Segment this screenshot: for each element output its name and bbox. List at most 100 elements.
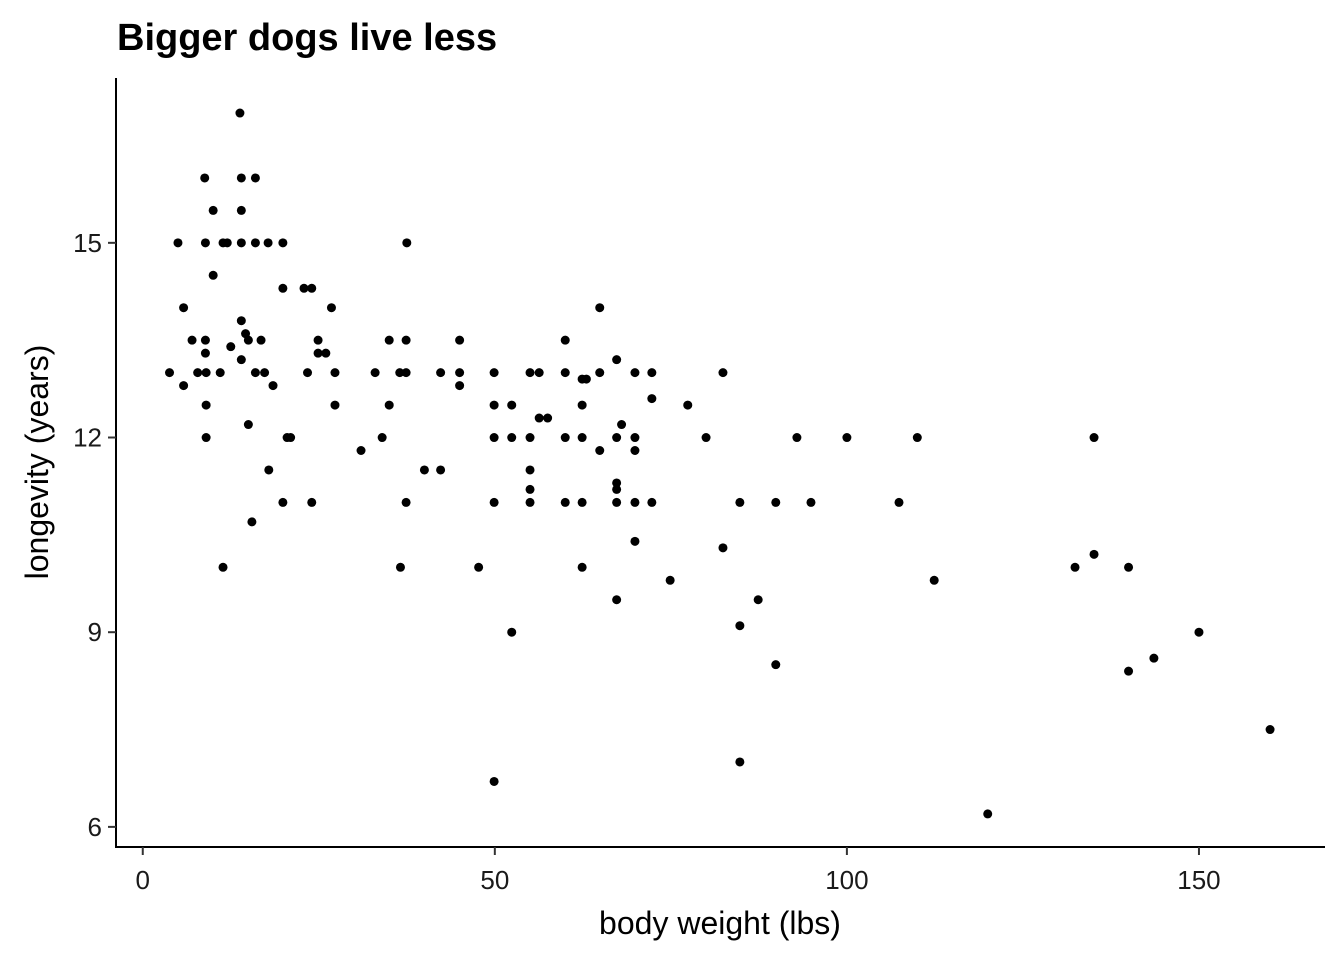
y-tick-label: 9 — [88, 617, 102, 647]
point — [595, 445, 605, 455]
point — [489, 433, 499, 443]
point — [630, 433, 640, 443]
point — [243, 335, 253, 345]
point — [200, 238, 210, 248]
point — [753, 595, 763, 605]
point — [395, 368, 405, 378]
point — [735, 757, 745, 767]
point — [278, 497, 288, 507]
point — [307, 497, 317, 507]
point — [286, 433, 296, 443]
point — [256, 335, 266, 345]
point — [326, 303, 336, 313]
y-tick-label: 15 — [73, 228, 102, 258]
point — [208, 205, 218, 215]
point — [236, 205, 246, 215]
point — [200, 335, 210, 345]
point — [929, 575, 939, 585]
point — [718, 368, 728, 378]
point — [1265, 725, 1275, 735]
point — [792, 433, 802, 443]
point — [436, 368, 446, 378]
point — [243, 420, 253, 430]
point — [560, 368, 570, 378]
point — [630, 445, 640, 455]
point — [525, 465, 535, 475]
point — [222, 238, 232, 248]
point — [313, 348, 323, 358]
point — [278, 238, 288, 248]
point — [260, 368, 270, 378]
point — [507, 627, 517, 637]
point — [701, 433, 711, 443]
point — [236, 173, 246, 183]
point — [595, 368, 605, 378]
point — [370, 368, 380, 378]
point — [455, 368, 465, 378]
point — [489, 400, 499, 410]
point — [250, 368, 260, 378]
point — [330, 368, 340, 378]
point — [179, 381, 189, 391]
point — [525, 484, 535, 494]
point — [1124, 666, 1134, 676]
point — [193, 368, 203, 378]
y-axis-label: longevity (years) — [19, 345, 55, 580]
point — [771, 497, 781, 507]
point — [612, 595, 622, 605]
point — [299, 283, 309, 293]
point — [307, 283, 317, 293]
point — [330, 400, 340, 410]
x-tick-label: 0 — [136, 865, 150, 895]
y-tick-label: 6 — [88, 812, 102, 842]
point — [236, 355, 246, 365]
point — [525, 433, 535, 443]
point — [455, 335, 465, 345]
point — [543, 413, 553, 423]
point — [1089, 433, 1099, 443]
point — [771, 660, 781, 670]
point — [595, 303, 605, 313]
point — [377, 433, 387, 443]
point — [201, 400, 211, 410]
point — [683, 400, 693, 410]
point — [419, 465, 429, 475]
point — [1089, 549, 1099, 559]
chart-title: Bigger dogs live less — [117, 17, 497, 59]
point — [321, 348, 331, 358]
point — [525, 368, 535, 378]
point — [612, 484, 622, 494]
point — [630, 368, 640, 378]
x-tick-label: 100 — [825, 865, 868, 895]
point — [268, 381, 278, 391]
point — [384, 335, 394, 345]
point — [236, 238, 246, 248]
point — [384, 400, 394, 410]
point — [201, 368, 211, 378]
x-tick-label: 150 — [1177, 865, 1220, 895]
point — [236, 316, 246, 326]
point — [612, 497, 622, 507]
point — [1124, 562, 1134, 572]
point — [912, 433, 922, 443]
point — [507, 400, 517, 410]
point — [630, 497, 640, 507]
point — [395, 562, 405, 572]
point — [401, 368, 411, 378]
point — [313, 335, 323, 345]
point — [560, 433, 570, 443]
point — [806, 497, 816, 507]
point — [1194, 627, 1204, 637]
point — [612, 478, 622, 488]
point — [577, 400, 587, 410]
point — [235, 108, 245, 118]
point — [200, 348, 210, 358]
x-tick-label: 50 — [480, 865, 509, 895]
point — [525, 497, 535, 507]
point — [735, 621, 745, 631]
point — [612, 355, 622, 365]
point — [560, 497, 570, 507]
point — [187, 335, 197, 345]
point — [617, 420, 627, 430]
